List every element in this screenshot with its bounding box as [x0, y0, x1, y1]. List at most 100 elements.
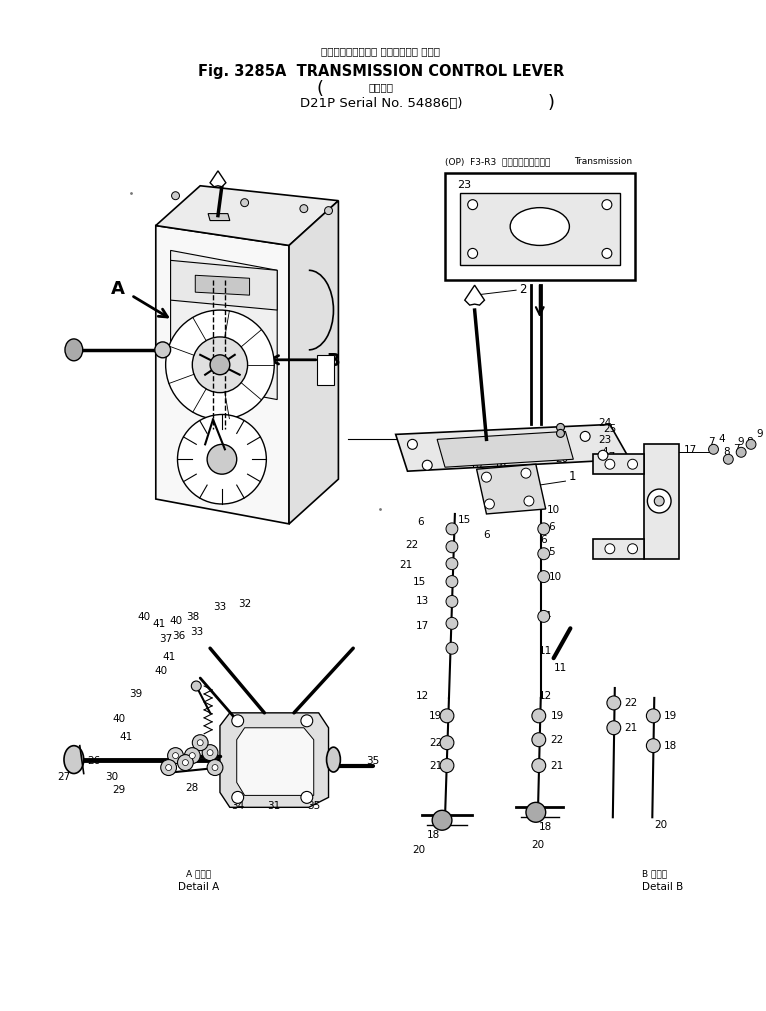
Text: 22: 22 [624, 698, 638, 708]
Polygon shape [220, 713, 329, 808]
Circle shape [446, 541, 458, 553]
Text: 37: 37 [159, 634, 172, 644]
Circle shape [581, 432, 590, 442]
Text: 22: 22 [429, 737, 443, 747]
Circle shape [182, 760, 188, 765]
Circle shape [172, 753, 178, 759]
Circle shape [161, 760, 176, 775]
Circle shape [746, 440, 756, 450]
Circle shape [605, 544, 615, 554]
Circle shape [532, 733, 545, 747]
Polygon shape [171, 251, 277, 400]
Circle shape [440, 709, 454, 723]
Text: A 詳細図: A 詳細図 [185, 868, 211, 878]
Text: 20: 20 [412, 844, 426, 854]
Text: 40: 40 [154, 665, 167, 675]
Text: 39: 39 [129, 688, 142, 699]
Text: 16: 16 [470, 460, 483, 470]
Text: 17: 17 [415, 621, 429, 631]
Text: 1: 1 [568, 470, 576, 482]
Circle shape [446, 576, 458, 588]
Circle shape [192, 735, 208, 751]
Text: 18: 18 [664, 740, 677, 750]
Text: 6: 6 [541, 534, 547, 544]
Polygon shape [476, 465, 545, 515]
Text: Detail B: Detail B [643, 881, 684, 891]
Text: 26: 26 [87, 755, 100, 765]
Text: 22: 22 [405, 539, 419, 549]
Text: 7: 7 [733, 444, 740, 454]
Circle shape [446, 643, 458, 654]
Text: 12: 12 [538, 691, 552, 701]
Circle shape [155, 343, 171, 359]
Text: 35: 35 [307, 801, 320, 811]
Text: 17: 17 [527, 445, 541, 455]
Text: 21: 21 [400, 559, 413, 569]
Circle shape [422, 461, 432, 471]
Text: 41: 41 [152, 619, 165, 629]
Circle shape [647, 489, 671, 514]
Circle shape [538, 571, 550, 583]
Text: トランスミッション コントロール レバー: トランスミッション コントロール レバー [322, 47, 440, 56]
Circle shape [521, 469, 531, 478]
Polygon shape [437, 432, 573, 468]
Text: 9: 9 [756, 429, 763, 439]
Text: 28: 28 [185, 783, 199, 793]
Polygon shape [171, 261, 277, 310]
Circle shape [440, 759, 454, 772]
Circle shape [627, 544, 637, 554]
Circle shape [178, 416, 267, 504]
Text: 17: 17 [684, 445, 697, 455]
Text: 8: 8 [746, 437, 753, 447]
Circle shape [192, 681, 201, 692]
Text: 23: 23 [457, 180, 471, 190]
Text: (OP)  F3-R3  トランスミッション: (OP) F3-R3 トランスミッション [445, 157, 551, 166]
Ellipse shape [64, 746, 83, 773]
Text: 20: 20 [654, 819, 667, 829]
Circle shape [446, 618, 458, 630]
Circle shape [207, 750, 213, 756]
Circle shape [232, 715, 244, 727]
Text: 10: 10 [547, 504, 560, 515]
Circle shape [241, 199, 249, 207]
Text: 11: 11 [554, 662, 567, 672]
Circle shape [647, 709, 660, 723]
Text: 19: 19 [429, 710, 443, 720]
Circle shape [165, 764, 172, 770]
Text: 40: 40 [137, 612, 150, 622]
Text: 33: 33 [191, 627, 204, 637]
Polygon shape [465, 286, 485, 305]
Text: 29: 29 [113, 785, 126, 795]
Text: 6: 6 [548, 522, 555, 532]
Text: 11: 11 [538, 646, 552, 655]
Circle shape [538, 524, 550, 535]
Bar [316, 356, 335, 385]
Circle shape [654, 496, 664, 507]
Circle shape [557, 424, 565, 432]
Polygon shape [155, 187, 339, 247]
Text: 35: 35 [366, 755, 380, 765]
Circle shape [485, 499, 494, 510]
Circle shape [446, 558, 458, 570]
Text: 6: 6 [417, 517, 424, 527]
Text: 38: 38 [185, 612, 199, 622]
Polygon shape [195, 276, 250, 296]
Circle shape [627, 460, 637, 470]
Circle shape [538, 611, 550, 623]
Circle shape [468, 249, 477, 259]
Circle shape [709, 445, 719, 455]
Text: 13: 13 [415, 595, 429, 606]
Circle shape [192, 338, 247, 393]
Circle shape [207, 445, 237, 475]
Text: 30: 30 [105, 770, 118, 780]
Circle shape [446, 524, 458, 535]
Text: 31: 31 [267, 801, 281, 811]
Circle shape [232, 792, 244, 804]
Circle shape [325, 207, 332, 215]
Circle shape [202, 745, 218, 761]
Ellipse shape [510, 208, 569, 247]
Text: 32: 32 [238, 599, 251, 609]
Text: A: A [111, 280, 125, 298]
Text: 17: 17 [603, 452, 616, 462]
Circle shape [532, 709, 545, 723]
